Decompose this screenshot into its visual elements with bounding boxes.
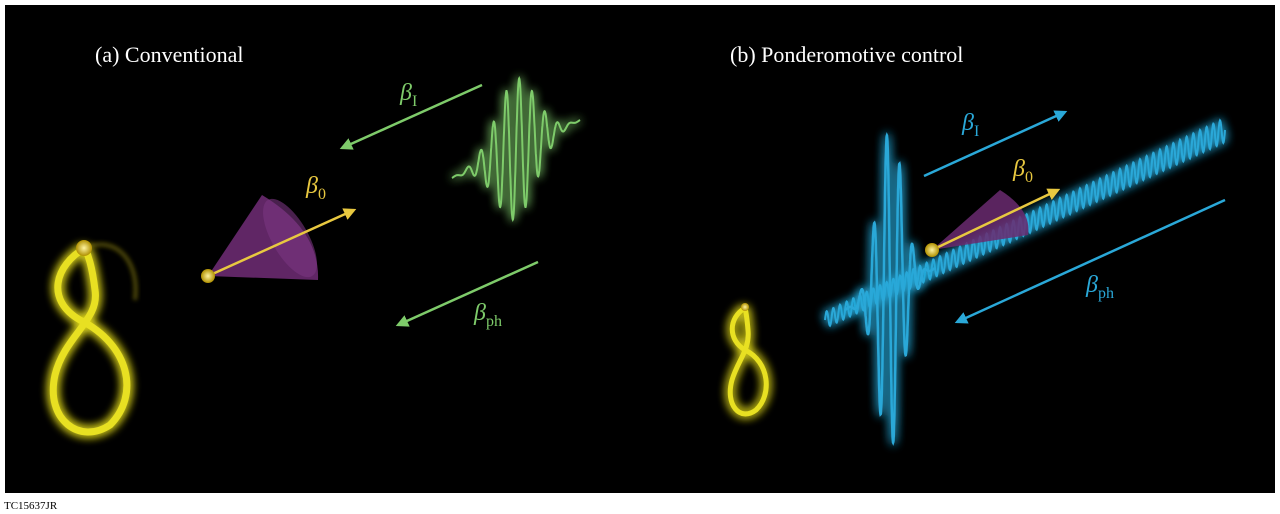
symbol: β	[1085, 272, 1098, 298]
panel-title: (a) Conventional	[95, 42, 243, 67]
electron	[76, 240, 92, 256]
subscript: 0	[318, 186, 326, 203]
figure: (a) Conventional βI β0 βph (b) Ponderomo…	[0, 0, 1280, 514]
subscript: I	[412, 93, 417, 110]
symbol: β	[961, 110, 974, 136]
electron	[925, 243, 939, 257]
subscript: 0	[1025, 169, 1033, 186]
electron	[741, 303, 749, 311]
symbol: β	[399, 80, 412, 106]
panel-title: (b) Ponderomotive control	[730, 42, 963, 67]
subscript: ph	[486, 313, 502, 330]
symbol: β	[305, 173, 318, 199]
symbol: β	[473, 300, 486, 326]
electron	[201, 269, 215, 283]
subscript: ph	[1098, 285, 1114, 302]
page: (a) Conventional βI β0 βph (b) Ponderomo…	[0, 0, 1280, 514]
symbol: β	[1012, 156, 1025, 182]
subscript: I	[974, 123, 979, 140]
background	[5, 5, 1275, 493]
figure-code: TC15637JR	[4, 500, 58, 512]
